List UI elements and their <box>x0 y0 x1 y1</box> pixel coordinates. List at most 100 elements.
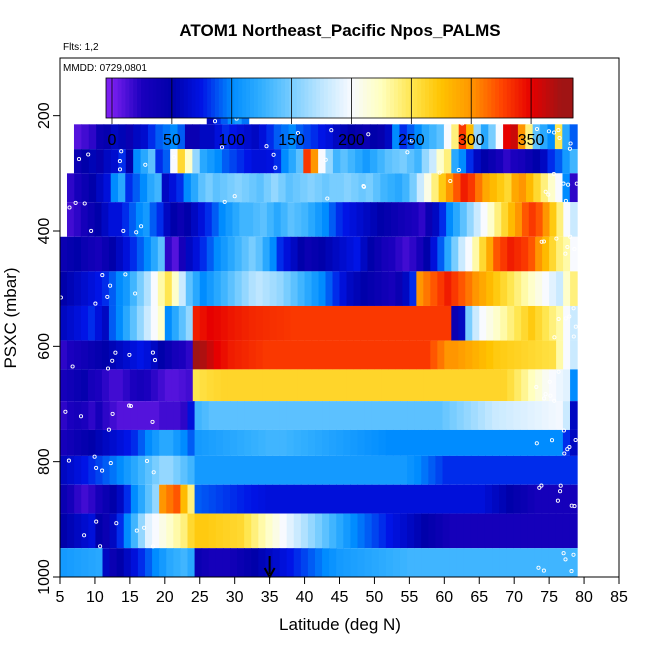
heatmap-cell <box>444 305 452 341</box>
heatmap-cell <box>220 173 228 203</box>
heatmap-cell <box>500 369 508 402</box>
heatmap-cell <box>244 513 252 549</box>
heatmap-cell <box>273 124 282 150</box>
observation-point <box>541 239 546 244</box>
heatmap-cell <box>199 271 208 306</box>
heatmap-cell <box>453 202 461 237</box>
colorbar-swatch <box>549 78 555 118</box>
x-tick-label: 65 <box>470 589 488 606</box>
heatmap-cell <box>255 236 264 272</box>
heatmap-cell <box>569 513 578 549</box>
heatmap-cell <box>542 340 550 370</box>
heatmap-cell <box>562 484 571 514</box>
heatmap-cell <box>81 429 89 456</box>
heatmap-cell <box>500 236 508 272</box>
heatmap-cell <box>66 236 75 272</box>
colorbar-swatch <box>502 78 508 118</box>
heatmap-cell <box>444 271 452 306</box>
heatmap-cell <box>540 124 549 150</box>
heatmap-cell <box>357 548 366 577</box>
heatmap-cell <box>177 124 186 150</box>
colorbar-swatch <box>156 78 161 118</box>
heatmap-cell <box>411 202 420 237</box>
heatmap-cell <box>570 369 578 402</box>
observation-point <box>565 244 570 250</box>
heatmap-cell <box>442 455 451 485</box>
heatmap-cell <box>269 340 278 370</box>
heatmap-cell <box>194 513 203 549</box>
heatmap-cell <box>463 513 472 549</box>
x-tick-label: 40 <box>296 589 314 606</box>
heatmap-cell <box>402 340 410 370</box>
observation-point <box>82 533 87 538</box>
flights-note: Flts: 1,2 <box>63 42 99 53</box>
heatmap-cell <box>108 369 117 402</box>
colorbar-swatch <box>211 78 216 118</box>
heatmap-cell <box>521 305 529 341</box>
heatmap-cell <box>407 548 415 577</box>
heatmap-cell <box>329 429 337 456</box>
heatmap-cell <box>506 401 514 430</box>
heatmap-cell <box>311 271 320 306</box>
heatmap-cell <box>307 401 316 430</box>
heatmap-cell <box>499 401 507 430</box>
colorbar-swatch <box>172 78 177 118</box>
heatmap-cell <box>374 305 383 341</box>
heatmap-cell <box>171 340 180 370</box>
colorbar-swatch <box>246 78 251 118</box>
heatmap-cell <box>109 455 118 485</box>
heatmap-cell <box>339 369 348 402</box>
heatmap-cell <box>150 340 159 370</box>
heatmap-cell <box>170 124 179 150</box>
heatmap-cell <box>177 202 185 237</box>
heatmap-cell <box>150 369 159 402</box>
heatmap-cell <box>220 340 229 370</box>
heatmap-cell <box>307 513 316 549</box>
heatmap-cell <box>514 305 522 341</box>
heatmap-cell <box>191 202 199 237</box>
heatmap-cell <box>414 149 423 174</box>
colorbar-tick-label: 250 <box>398 132 425 149</box>
heatmap-cell <box>258 548 267 577</box>
heatmap-cell <box>336 513 344 549</box>
heatmap-cell <box>173 455 182 485</box>
heatmap-cell <box>430 236 438 272</box>
heatmap-cell <box>73 340 82 370</box>
heatmap-cell <box>194 548 203 577</box>
observation-point <box>534 384 539 390</box>
colorbar-swatch <box>144 78 150 118</box>
heatmap-cell <box>166 484 174 514</box>
heatmap-cell <box>378 484 387 514</box>
heatmap-cell <box>318 124 327 150</box>
colorbar-swatch <box>393 78 399 118</box>
heatmap-cell <box>222 548 231 577</box>
colorbar-swatch <box>382 78 387 118</box>
heatmap-cell <box>429 124 438 150</box>
heatmap-cell <box>442 401 451 430</box>
heatmap-cell <box>500 340 508 370</box>
heatmap-cell <box>237 429 245 456</box>
heatmap-cell <box>436 124 445 150</box>
heatmap-cell <box>276 369 285 402</box>
observation-point <box>323 157 328 162</box>
heatmap-cell <box>437 305 445 341</box>
heatmap-cell <box>122 236 131 272</box>
heatmap-cell <box>281 149 290 174</box>
heatmap-cell <box>170 149 179 174</box>
heatmap-cell <box>101 236 110 272</box>
heatmap-cell <box>371 401 380 430</box>
heatmap-cell <box>451 305 459 341</box>
heatmap-cell <box>472 369 480 402</box>
heatmap-cell <box>562 548 571 577</box>
heatmap-cell <box>67 548 75 577</box>
heatmap-cell <box>495 124 504 150</box>
colorbar-swatch <box>487 78 492 118</box>
heatmap-cell <box>173 484 182 514</box>
heatmap-cell <box>103 173 112 203</box>
heatmap-cell <box>283 369 292 402</box>
heatmap-cell <box>428 401 437 430</box>
heatmap-cell <box>499 455 507 485</box>
heatmap-cell <box>251 455 259 485</box>
heatmap-cell <box>399 484 408 514</box>
heatmap-cell <box>315 429 323 456</box>
